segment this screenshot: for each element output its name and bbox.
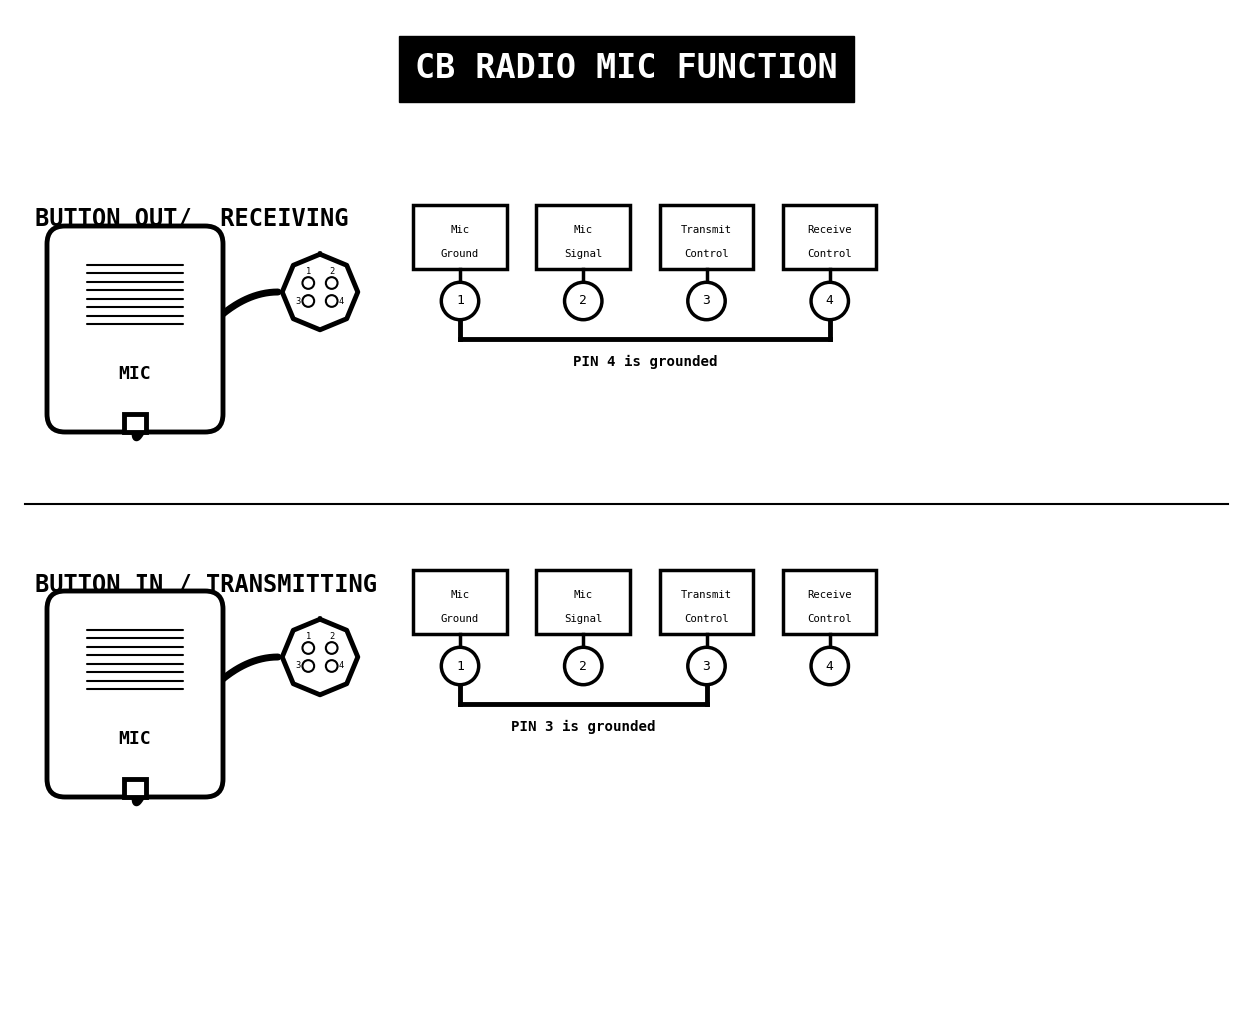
- Circle shape: [688, 283, 725, 319]
- Text: Control: Control: [807, 249, 852, 259]
- FancyBboxPatch shape: [536, 206, 630, 269]
- Text: Transmit: Transmit: [680, 225, 732, 236]
- FancyBboxPatch shape: [124, 414, 147, 432]
- Circle shape: [441, 283, 479, 319]
- FancyBboxPatch shape: [660, 206, 753, 269]
- Text: Receive: Receive: [807, 225, 852, 236]
- FancyBboxPatch shape: [413, 570, 506, 634]
- FancyBboxPatch shape: [48, 226, 223, 432]
- Circle shape: [302, 295, 315, 307]
- Text: PIN 3 is grounded: PIN 3 is grounded: [511, 720, 655, 734]
- Text: 4: 4: [338, 297, 343, 305]
- Text: Control: Control: [684, 614, 729, 625]
- Text: BUTTON OUT/  RECEIVING: BUTTON OUT/ RECEIVING: [35, 207, 348, 231]
- Text: Control: Control: [807, 614, 852, 625]
- Text: Transmit: Transmit: [680, 591, 732, 600]
- Text: 1: 1: [306, 267, 311, 275]
- Circle shape: [302, 660, 315, 672]
- Text: 1: 1: [456, 295, 464, 307]
- Circle shape: [565, 283, 601, 319]
- Text: Mic: Mic: [574, 591, 593, 600]
- Circle shape: [441, 647, 479, 685]
- Text: 2: 2: [330, 632, 335, 641]
- FancyBboxPatch shape: [536, 570, 630, 634]
- Circle shape: [326, 660, 337, 672]
- Text: BUTTON IN / TRANSMITTING: BUTTON IN / TRANSMITTING: [35, 572, 377, 596]
- Polygon shape: [282, 620, 358, 695]
- FancyBboxPatch shape: [783, 570, 877, 634]
- FancyBboxPatch shape: [783, 206, 877, 269]
- Text: 2: 2: [330, 267, 335, 275]
- Polygon shape: [282, 254, 358, 330]
- Text: Control: Control: [684, 249, 729, 259]
- Text: Ground: Ground: [441, 249, 479, 259]
- FancyBboxPatch shape: [660, 570, 753, 634]
- Text: 3: 3: [703, 659, 710, 673]
- FancyBboxPatch shape: [124, 779, 147, 797]
- Text: Signal: Signal: [564, 249, 603, 259]
- Text: PIN 4 is grounded: PIN 4 is grounded: [573, 354, 717, 369]
- Text: 1: 1: [306, 632, 311, 641]
- Circle shape: [326, 295, 337, 307]
- Text: Mic: Mic: [450, 591, 470, 600]
- FancyBboxPatch shape: [413, 206, 506, 269]
- Circle shape: [811, 647, 848, 685]
- Text: MIC: MIC: [119, 365, 152, 383]
- Text: 3: 3: [703, 295, 710, 307]
- Text: MIC: MIC: [119, 730, 152, 748]
- Circle shape: [302, 278, 315, 289]
- Text: 4: 4: [826, 295, 833, 307]
- Text: Receive: Receive: [807, 591, 852, 600]
- Circle shape: [811, 283, 848, 319]
- Circle shape: [688, 647, 725, 685]
- Text: Mic: Mic: [574, 225, 593, 236]
- Text: 2: 2: [579, 659, 588, 673]
- Text: 4: 4: [338, 662, 343, 671]
- Text: 3: 3: [296, 662, 301, 671]
- Circle shape: [302, 642, 315, 654]
- Text: Ground: Ground: [441, 614, 479, 625]
- Text: Mic: Mic: [450, 225, 470, 236]
- Text: 4: 4: [826, 659, 833, 673]
- Circle shape: [326, 642, 337, 654]
- Text: Signal: Signal: [564, 614, 603, 625]
- Text: 1: 1: [456, 659, 464, 673]
- Text: CB RADIO MIC FUNCTION: CB RADIO MIC FUNCTION: [415, 52, 838, 85]
- Circle shape: [565, 647, 601, 685]
- Text: 3: 3: [296, 297, 301, 305]
- Circle shape: [326, 278, 337, 289]
- Text: 2: 2: [579, 295, 588, 307]
- FancyBboxPatch shape: [48, 591, 223, 797]
